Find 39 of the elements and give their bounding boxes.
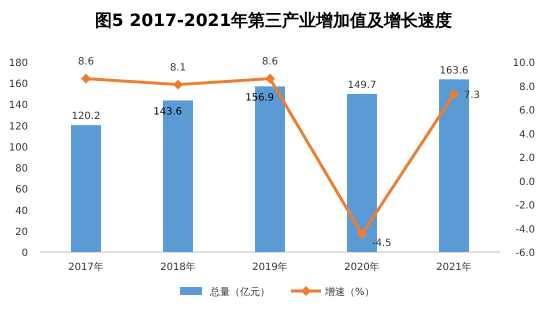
chart-title: 图5 2017-2021年第三产业增加值及增长速度 xyxy=(94,11,452,31)
legend-label: 总量（亿元） xyxy=(209,286,270,298)
data-label: 8.1 xyxy=(170,62,186,74)
y2-tick-label: 8.0 xyxy=(519,82,535,93)
data-label: 163.6 xyxy=(440,65,468,76)
y2-tick-label: 6.0 xyxy=(519,106,535,116)
y-tick-label: 180 xyxy=(8,58,28,69)
y-tick-label: 40 xyxy=(15,206,28,217)
y-tick-label: 0 xyxy=(22,248,28,259)
x-tick-label: 2017年 xyxy=(68,261,104,273)
y-tick-label: 160 xyxy=(8,79,28,90)
data-label: 8.6 xyxy=(78,56,94,68)
data-label: 120.2 xyxy=(72,111,100,122)
bar xyxy=(71,125,101,252)
y-tick-label: 100 xyxy=(8,142,28,154)
y-tick-label: 80 xyxy=(15,164,28,175)
y-tick-label: 60 xyxy=(15,184,28,196)
point xyxy=(265,74,275,84)
y2-tick-label: -4.0 xyxy=(515,224,535,236)
y2-tick-label: -2.0 xyxy=(515,200,535,212)
data-label: 8.6 xyxy=(262,56,278,68)
y-tick-label: 20 xyxy=(15,226,28,238)
y2-tick-label: 0.0 xyxy=(519,176,535,188)
x-tick-label: 2021年 xyxy=(436,261,472,273)
data-label: 149.7 xyxy=(348,80,376,91)
x-tick-label: 2018年 xyxy=(160,261,196,273)
point xyxy=(173,80,183,90)
x-tick-label: 2019年 xyxy=(252,261,288,273)
y2-tick-label: 2.0 xyxy=(519,153,535,164)
y-tick-label: 140 xyxy=(8,100,28,112)
y2-tick-label: 4.0 xyxy=(519,129,535,140)
y-tick-label: 120 xyxy=(8,121,28,132)
point xyxy=(449,89,459,100)
x-tick-label: 2020年 xyxy=(344,261,380,273)
y2-tick-label: 10.0 xyxy=(512,58,535,69)
point xyxy=(357,229,367,240)
legend-label: 增速（%） xyxy=(324,286,375,298)
point xyxy=(81,74,91,84)
y2-tick-label: -6.0 xyxy=(515,248,535,259)
